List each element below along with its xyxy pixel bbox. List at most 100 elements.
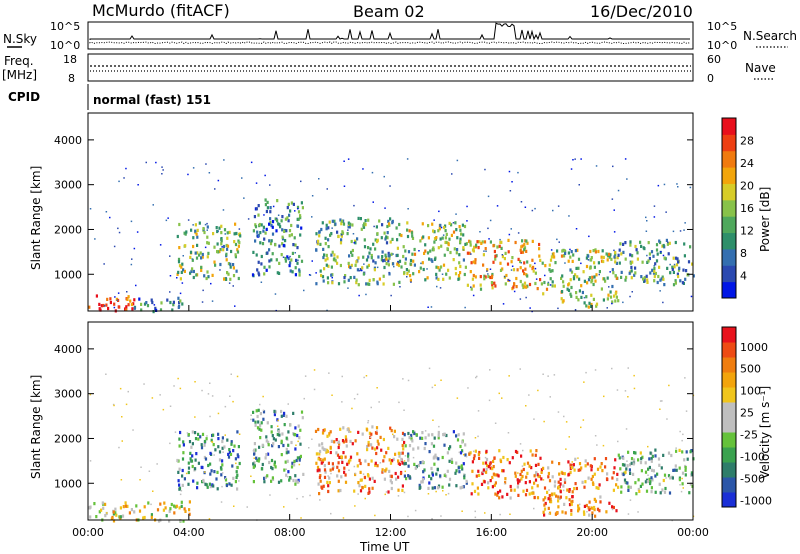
power-echo-cell [384,237,387,241]
power-echo-cell [252,250,255,254]
velocity-echo-cell [494,481,497,485]
power-echo-cell [252,229,255,233]
velocity-echo-cell [177,470,180,474]
velocity-echo-cell [321,446,324,450]
power-scatter-cell [358,270,360,272]
power-echo-cell [605,252,608,256]
velocity-echo-cell [361,485,364,490]
velocity-scatter-cell [252,449,255,452]
power-colorbar-segment [722,167,736,184]
velocity-colorbar-segment [722,327,736,343]
power-echo-cell [301,206,304,210]
power-scatter-cell [659,290,661,292]
velocity-scatter-cell [194,381,196,383]
velocity-echo-cell [201,465,204,470]
power-echo-cell [574,273,577,277]
velocity-scatter-cell [238,433,241,435]
velocity-echo-cell [448,459,451,463]
velocity-echo-cell [522,467,525,472]
power-echo-cell [330,232,333,236]
power-echo-cell [281,242,284,246]
power-echo-cell [333,219,336,223]
velocity-scatter-cell [603,395,605,398]
velocity-echo-cell [623,478,627,482]
velocity-scatter-cell [206,435,208,437]
velocity-echo-cell [531,453,534,457]
velocity-echo-cell [485,457,489,462]
velocity-echo-cell [388,458,391,462]
velocity-echo-cell [667,451,671,455]
power-echo-cell [435,272,438,276]
power-echo-cell [418,270,421,274]
velocity-scatter-cell [250,414,252,416]
velocity-echo-cell [176,458,179,463]
velocity-echo-cell [557,505,560,509]
velocity-echo-cell [353,489,356,493]
power-echo-cell [387,263,390,267]
velocity-echo-cell [443,432,446,436]
power-echo-cell [674,281,677,285]
velocity-echo-cell [380,448,383,452]
power-echo-cell [663,283,666,287]
power-scatter-cell [219,269,221,271]
power-echo-cell [377,255,380,259]
power-scatter-cell [667,241,669,244]
velocity-echo-cell [130,508,133,512]
power-echo-cell [624,241,627,245]
power-echo-cell [523,246,527,250]
velocity-echo-cell [563,478,567,482]
velocity-echo-cell [594,499,597,503]
power-echo-cell [499,268,503,272]
velocity-echo-cell [650,490,653,494]
velocity-echo-cell [182,443,185,447]
velocity-echo-cell [188,508,191,512]
velocity-echo-cell [612,505,615,510]
velocity-scatter-cell [438,425,440,428]
power-echo-cell [320,273,323,278]
velocity-echo-cell [327,461,330,465]
power-echo-cell [196,228,199,232]
velocity-echo-cell [258,445,261,449]
velocity-echo-cell [641,455,644,459]
velocity-echo-cell [319,479,322,483]
power-echo-cell [269,220,272,225]
velocity-echo-cell [499,489,502,493]
power-scatter-cell [294,252,296,254]
velocity-echo-cell [481,471,484,475]
velocity-scatter-cell [287,403,289,405]
velocity-echo-cell [236,453,239,457]
power-echo-cell [331,250,334,254]
velocity-echo-cell [412,430,415,434]
velocity-scatter-cell [262,409,265,412]
power-echo-cell [458,253,461,257]
power-echo-cell [610,257,613,261]
power-echo-cell [133,306,136,310]
velocity-echo-cell [301,416,304,420]
power-echo-cell [479,275,482,279]
velocity-echo-cell [629,471,632,475]
velocity-echo-cell [448,477,452,481]
power-scatter-cell [646,254,648,257]
power-echo-cell [178,246,181,250]
velocity-echo-cell [442,433,445,437]
velocity-echo-cell [533,495,536,500]
velocity-echo-cell [191,464,194,469]
power-echo-cell [517,257,520,261]
velocity-echo-cell [178,483,181,487]
velocity-scatter-cell [173,385,175,387]
power-scatter-cell [580,262,582,265]
power-echo-cell [470,261,473,265]
power-scatter-cell [204,223,207,226]
velocity-echo-cell [190,459,194,463]
velocity-echo-cell [212,443,215,447]
power-scatter-cell [472,294,475,297]
power-echo-cell [407,250,411,254]
power-echo-cell [441,236,444,240]
velocity-echo-cell [619,467,622,471]
power-echo-cell [382,282,385,286]
velocity-colorbar-tick: -25 [740,429,758,442]
velocity-echo-cell [564,511,567,515]
noise-left-label: N.Sky [3,32,37,46]
velocity-scatter-cell [623,482,626,484]
velocity-echo-cell [591,474,594,479]
